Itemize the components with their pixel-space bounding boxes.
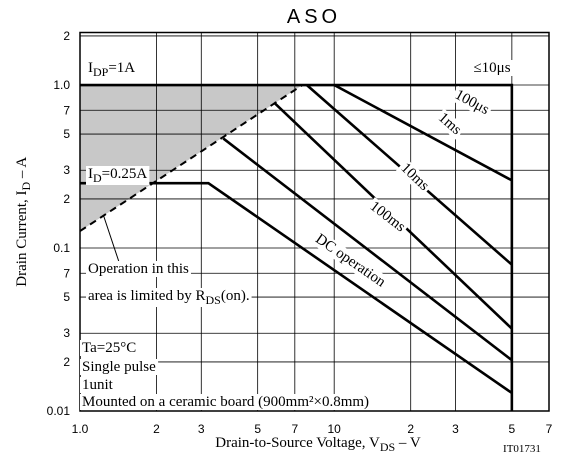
x-tick-label: 2 [153, 422, 160, 436]
label-background [80, 359, 159, 375]
y-axis-label-part: – A [14, 157, 30, 182]
y-tick-label: 5 [63, 127, 70, 141]
label-background [450, 85, 494, 120]
label-background [433, 108, 466, 140]
chart-title: ASO [287, 6, 341, 28]
x-tick-label: 7 [291, 422, 298, 436]
annotation-part: =1A [108, 60, 135, 76]
label-background [80, 377, 116, 393]
label-background [310, 229, 391, 292]
label-background [471, 60, 513, 76]
curve-label: ≤10μs [473, 60, 510, 76]
annotation-part: area is limited by R [88, 288, 205, 304]
annotation: Ta=25°C [82, 340, 136, 356]
curve-label-group: 1ms [433, 108, 466, 140]
x-tick-label: 3 [198, 422, 205, 436]
annotation: 1unit [82, 377, 114, 393]
annotation-part: Operation in this [88, 261, 189, 277]
x-axis-label-part: Drain-to-Source Voltage, V [215, 435, 380, 451]
soa-curve [79, 84, 303, 232]
soa-curve [222, 137, 513, 362]
y-tick-label: 7 [63, 103, 70, 117]
x-tick-label: 1.0 [72, 422, 89, 436]
annotation: ID=0.25A [88, 166, 147, 185]
y-tick-label: 3 [63, 326, 70, 340]
x-axis-label-part: – V [395, 435, 421, 451]
y-axis-label-part: D [19, 181, 33, 190]
label-background [86, 261, 191, 277]
figure-code: IT01731 [503, 443, 541, 455]
x-tick-label: 3 [452, 422, 459, 436]
y-tick-label: 5 [63, 290, 70, 304]
label-background [86, 60, 138, 79]
y-axis-label-part: Drain Current, I [14, 190, 30, 286]
annotation-part: =0.25A [102, 166, 148, 182]
curve-label-group: ≤10μs [471, 60, 513, 76]
plot-frame [79, 31, 550, 412]
x-tick-label: 5 [509, 422, 516, 436]
annotation-part: D [93, 171, 102, 185]
annotation: area is limited by RDS(on). [88, 288, 250, 307]
annotation-part: Mounted on a ceramic board (900mm²×0.8mm… [82, 394, 369, 410]
label-background [396, 158, 434, 196]
annotation-part: 1unit [82, 377, 114, 393]
annotation: Mounted on a ceramic board (900mm²×0.8mm… [82, 394, 369, 410]
curve-label: 100ms [367, 198, 409, 235]
label-background [86, 288, 252, 307]
x-tick-label: 7 [546, 422, 553, 436]
soa-curve [80, 83, 514, 411]
y-tick-label: 0.1 [53, 241, 70, 255]
annotation-part: DS [205, 293, 220, 307]
y-tick-label: 2 [63, 192, 70, 206]
annotation-part: I [88, 60, 93, 76]
annotation-part: I [88, 166, 93, 182]
annotation-part: Ta=25°C [82, 340, 136, 356]
y-axis-label: Drain Current, ID – A [14, 157, 33, 287]
annotation-part: Single pulse [82, 359, 156, 375]
annotation: Single pulse [82, 359, 156, 375]
y-tick-label: 1.0 [53, 78, 70, 92]
label-background [365, 197, 410, 237]
y-tick-label: 2 [63, 355, 70, 369]
x-tick-label: 2 [407, 422, 414, 436]
x-axis-label-part: DS [380, 440, 395, 454]
soa-curve [333, 83, 513, 182]
curve-label-group: 100μs [450, 85, 494, 120]
x-tick-label: 10 [328, 422, 342, 436]
label-background [86, 166, 150, 185]
x-axis-label: Drain-to-Source Voltage, VDS – V [215, 435, 421, 454]
label-background [80, 340, 139, 356]
annotation: IDP=1A [88, 60, 135, 79]
annotation: Operation in this [88, 261, 189, 277]
y-tick-label: 0.01 [47, 404, 71, 418]
label-background [80, 394, 372, 410]
annotation-part: DP [93, 65, 109, 79]
x-tick-label: 5 [254, 422, 261, 436]
y-tick-label: 2 [63, 29, 70, 43]
y-tick-label: 7 [63, 266, 70, 280]
annotation-part: (on). [221, 288, 250, 304]
curve-label-group: 100ms [365, 197, 410, 237]
y-tick-label: 3 [63, 163, 70, 177]
curve-label: 100μs [452, 87, 492, 118]
